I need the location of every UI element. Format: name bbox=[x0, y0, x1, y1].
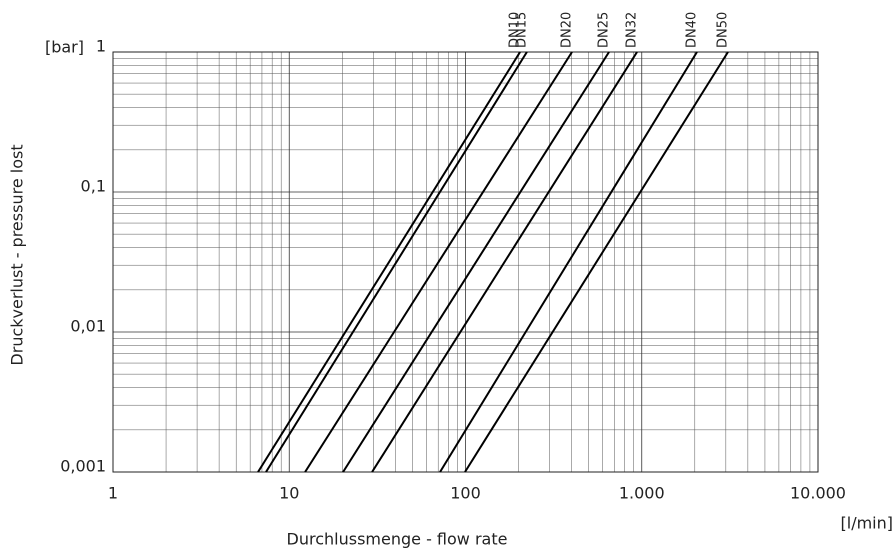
series-line bbox=[265, 51, 528, 473]
x-axis-label: Durchlussmenge - flow rate bbox=[287, 530, 508, 549]
series-label: DN25 bbox=[597, 12, 612, 48]
x-unit: [l/min] bbox=[841, 514, 894, 533]
x-tick-label: 1.000 bbox=[619, 484, 665, 503]
x-tick-label: 1 bbox=[108, 484, 118, 503]
x-tick-label: 100 bbox=[450, 484, 481, 503]
y-axis-label: Druckverlust - pressure lost bbox=[8, 144, 27, 365]
y-tick-label: 0,001 bbox=[60, 457, 106, 476]
series-label: DN20 bbox=[559, 12, 574, 48]
series-label: DN15 bbox=[514, 12, 529, 48]
series-label: DN32 bbox=[625, 12, 640, 48]
y-tick-label: 0,1 bbox=[81, 177, 106, 196]
series-line bbox=[464, 51, 729, 473]
series-label: DN40 bbox=[684, 12, 699, 48]
series-line bbox=[304, 51, 573, 473]
series-line bbox=[439, 51, 698, 473]
series-line bbox=[342, 51, 610, 473]
x-tick-label: 10 bbox=[279, 484, 299, 503]
y-tick-label: 1 bbox=[96, 37, 106, 56]
x-tick-label: 10.000 bbox=[790, 484, 846, 503]
series-line bbox=[371, 51, 638, 473]
series-label: DN50 bbox=[715, 12, 730, 48]
series-label: DN10 bbox=[508, 12, 523, 48]
y-tick-label: 0,01 bbox=[70, 317, 106, 336]
series-line bbox=[257, 51, 521, 473]
y-unit: [bar] bbox=[45, 38, 84, 57]
